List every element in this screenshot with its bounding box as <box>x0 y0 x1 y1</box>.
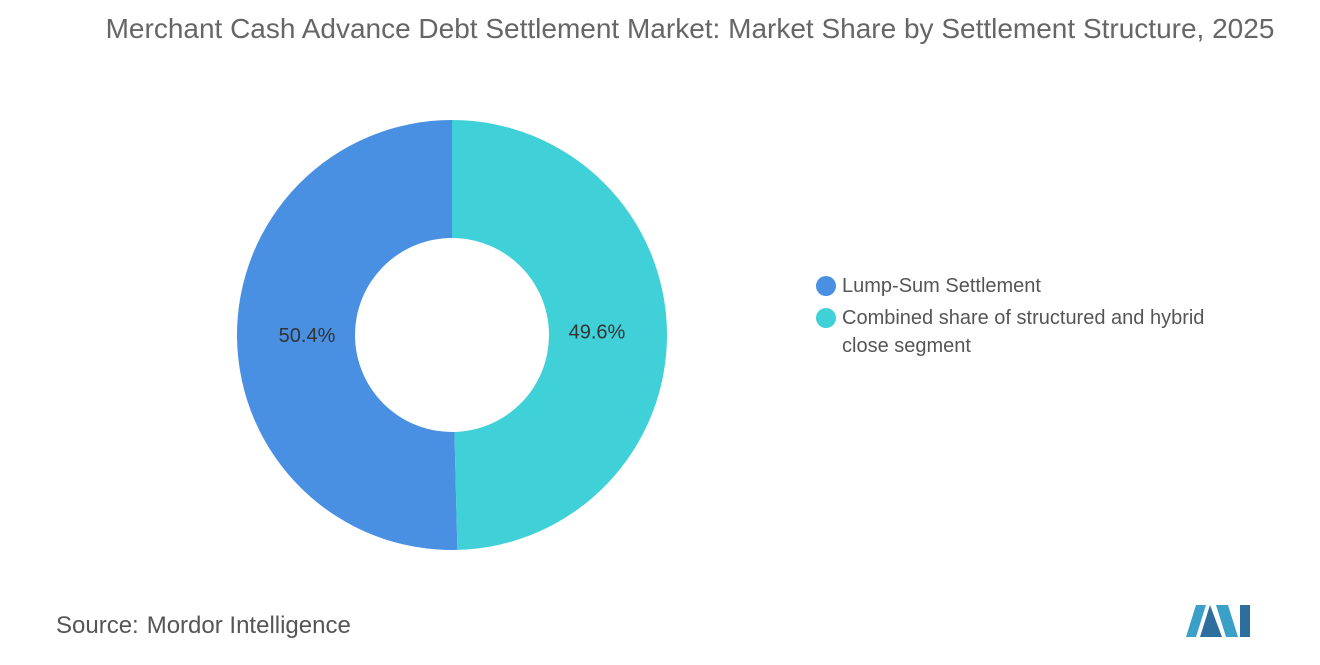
legend-item: Lump-Sum Settlement <box>812 272 1252 300</box>
source-name: Mordor Intelligence <box>146 612 351 639</box>
value-label: 50.4% <box>279 325 336 347</box>
legend-label: Lump-Sum Settlement <box>842 275 1041 297</box>
legend-item: Combined share of structured and hybrid … <box>812 304 1252 360</box>
legend-marker <box>816 308 836 328</box>
source: Source: Mordor Intelligence <box>56 612 351 640</box>
legend-label: Combined share of structured and hybrid … <box>842 307 1205 357</box>
donut-slice <box>237 120 458 551</box>
logo <box>1186 605 1250 637</box>
source-label: Source: <box>56 612 139 639</box>
donut-slice <box>452 120 668 550</box>
value-label: 49.6% <box>569 321 626 343</box>
legend: Lump-Sum Settlement Combined share of str… <box>812 272 1252 364</box>
legend-marker <box>816 276 836 296</box>
chart-title: Merchant Cash Advance Debt Settlement Ma… <box>105 13 1275 44</box>
